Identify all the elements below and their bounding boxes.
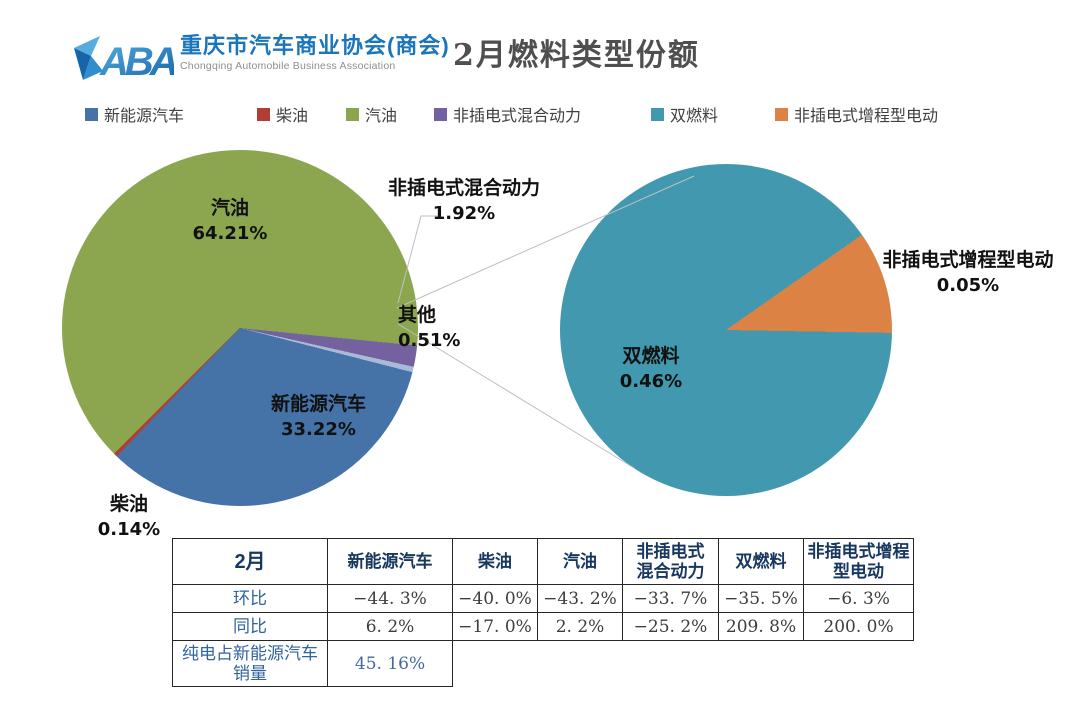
cell-bev-share: 45. 16% [327, 640, 453, 687]
legend-swatch-hybrid [434, 107, 447, 121]
org-name-en: Chongqing Automobile Business Associatio… [180, 60, 396, 72]
caba-logo-icon: ABA [74, 36, 174, 82]
slice-label-dualfuel: 双燃料 0.46% [619, 346, 683, 392]
table-header-dualfuel: 双燃料 [718, 538, 804, 585]
legend-label-diesel: 柴油 [276, 108, 309, 125]
legend-label-gasoline: 汽油 [365, 108, 398, 125]
legend-swatch-rangeextended [775, 107, 788, 121]
cell-yoy-hybrid: −25. 2% [622, 612, 719, 641]
table-header-hybrid: 非插电式 混合动力 [622, 538, 719, 585]
cell-mom-rangeextended: −6. 3% [803, 584, 914, 613]
legend-item-nev: 新能源汽车 [85, 103, 184, 125]
legend-swatch-dualfuel [651, 107, 664, 121]
share-table: 2月 新能源汽车 柴油 汽油 非插电式 混合动力 双燃料 非插电式增程 型电动 … [172, 538, 914, 687]
cell-mom-hybrid: −33. 7% [622, 584, 719, 613]
legend-item-rangeextended: 非插电式增程型电动 [775, 103, 938, 125]
slice-label-nev: 新能源汽车 33.22% [270, 394, 366, 440]
svg-text:ABA: ABA [99, 40, 174, 82]
table-header-row: 2月 新能源汽车 柴油 汽油 非插电式 混合动力 双燃料 非插电式增程 型电动 [172, 538, 914, 585]
table-header-rangeextended: 非插电式增程 型电动 [803, 538, 914, 585]
table-row-bev-share: 纯电占新能源汽车 销量 45. 16% [172, 640, 914, 687]
slice-label-rangeextended: 非插电式增程型电动 0.05% [882, 250, 1054, 296]
empty-cell [719, 641, 804, 687]
org-logo: ABA 重庆市汽车商业协会(商会) Chongqing Automobile B… [72, 34, 450, 82]
legend-label-hybrid: 非插电式混合动力 [453, 108, 582, 125]
cell-yoy-rangeextended: 200. 0% [803, 612, 914, 641]
legend-swatch-gasoline [346, 107, 359, 121]
cell-yoy-diesel: −17. 0% [452, 612, 538, 641]
empty-cell [804, 641, 914, 687]
legend-label-dualfuel: 双燃料 [670, 108, 719, 125]
cell-mom-diesel: −40. 0% [452, 584, 538, 613]
row-label-yoy: 同比 [172, 612, 328, 641]
empty-cell [623, 641, 719, 687]
legend-swatch-nev [85, 107, 98, 121]
table-header-diesel: 柴油 [452, 538, 538, 585]
legend-label-rangeextended: 非插电式增程型电动 [794, 108, 939, 125]
cell-yoy-nev: 6. 2% [327, 612, 453, 641]
page-title: 2月燃料类型份额 [453, 38, 700, 73]
legend-item-diesel: 柴油 [257, 103, 308, 125]
cell-yoy-dualfuel: 209. 8% [718, 612, 804, 641]
empty-cell [453, 641, 538, 687]
slice-label-gasoline: 汽油 64.21% [192, 198, 268, 244]
legend-label-nev: 新能源汽车 [104, 108, 185, 125]
cell-mom-gasoline: −43. 2% [537, 584, 623, 613]
legend-item-dualfuel: 双燃料 [651, 103, 718, 125]
empty-cell [538, 641, 623, 687]
legend-swatch-diesel [257, 107, 270, 121]
table-header-month: 2月 [172, 538, 328, 585]
slice-label-other: 其他 0.51% [398, 305, 461, 351]
table-row-mom: 环比 −44. 3% −40. 0% −43. 2% −33. 7% −35. … [172, 584, 914, 613]
cell-mom-dualfuel: −35. 5% [718, 584, 804, 613]
legend-item-hybrid: 非插电式混合动力 [434, 103, 581, 125]
main-pie-chart [62, 150, 418, 506]
slice-label-hybrid: 非插电式混合动力 1.92% [387, 178, 540, 224]
table-header-nev: 新能源汽车 [327, 538, 453, 585]
secondary-pie-chart [560, 164, 892, 496]
slice-label-diesel: 柴油 0.14% [97, 494, 161, 540]
cell-yoy-gasoline: 2. 2% [537, 612, 623, 641]
table-header-gasoline: 汽油 [537, 538, 623, 585]
cell-mom-nev: −44. 3% [327, 584, 453, 613]
row-label-bev-share: 纯电占新能源汽车 销量 [172, 640, 328, 687]
row-label-mom: 环比 [172, 584, 328, 613]
table-row-yoy: 同比 6. 2% −17. 0% 2. 2% −25. 2% 209. 8% 2… [172, 612, 914, 641]
org-name-cn: 重庆市汽车商业协会(商会) [180, 33, 450, 58]
legend-item-gasoline: 汽油 [346, 103, 397, 125]
